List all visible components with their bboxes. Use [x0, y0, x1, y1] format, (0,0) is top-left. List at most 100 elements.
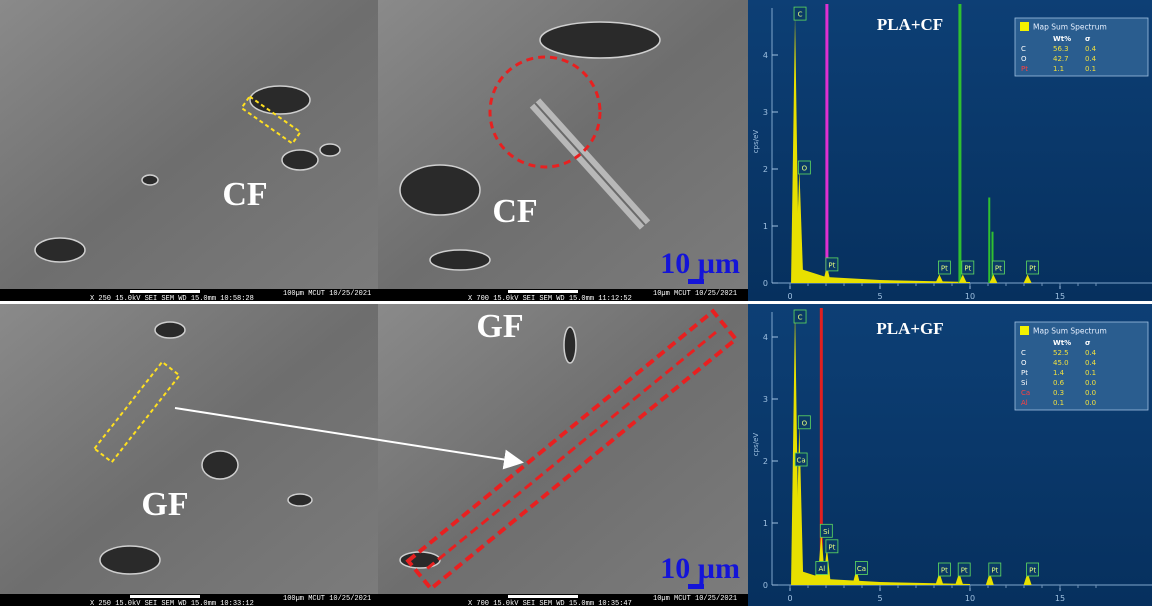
x-tick-label: 0 — [787, 594, 792, 603]
peak-label: Pt — [961, 567, 968, 575]
peak-label: Pt — [941, 265, 948, 273]
pore — [430, 250, 490, 270]
pore — [202, 451, 238, 479]
table-cell: Ca — [1021, 389, 1030, 397]
info-scale — [130, 595, 200, 598]
peak-label: Ca — [857, 565, 866, 573]
panels: CF 100µm MCUT 10/25/2021 X 250 15.0kV SEI … — [0, 0, 1152, 606]
y-tick-label: 1 — [763, 222, 768, 231]
spectrum-title: PLA+CF — [877, 15, 943, 34]
table-cell: 0.0 — [1085, 379, 1096, 387]
table-cell: 0.0 — [1085, 389, 1096, 397]
table-header: Wt% — [1053, 339, 1071, 347]
info-top: 10µm MCUT 10/25/2021 — [653, 290, 737, 298]
table-cell: 0.4 — [1085, 45, 1097, 53]
table-cell: O — [1021, 55, 1027, 63]
table-cell: Pt — [1021, 65, 1028, 73]
table-cell: 42.7 — [1053, 55, 1069, 63]
peak-label: Al — [818, 565, 825, 573]
peak-label: Pt — [1029, 265, 1036, 273]
y-tick-label: 0 — [763, 581, 768, 590]
table-cell: 0.0 — [1085, 399, 1096, 407]
peak-label: O — [802, 419, 808, 427]
image-label: CF — [222, 176, 267, 213]
y-tick-label: 2 — [763, 165, 768, 174]
table-header: σ — [1085, 339, 1091, 347]
peak-label: O — [802, 165, 808, 173]
legend-title: Map Sum Spectrum — [1033, 327, 1107, 336]
figure: CF 100µm MCUT 10/25/2021 X 250 15.0kV SEI … — [0, 0, 1152, 606]
table-cell: 56.3 — [1053, 45, 1069, 53]
peak-label: Pt — [964, 265, 971, 273]
y-tick-label: 1 — [763, 519, 768, 528]
pore — [564, 327, 576, 363]
image-label: GF — [141, 486, 188, 523]
y-tick-label: 3 — [763, 108, 768, 117]
table-cell: Pt — [1021, 369, 1028, 377]
y-tick-label: 4 — [763, 333, 768, 342]
pore — [400, 165, 480, 215]
y-tick-label: 2 — [763, 457, 768, 466]
table-cell: 0.4 — [1085, 359, 1097, 367]
scale-bar — [688, 584, 704, 589]
peak-label: Pt — [828, 543, 835, 551]
pore — [155, 322, 185, 338]
scale-bar-label: 10 µm — [660, 552, 740, 585]
image-label: GF — [476, 308, 523, 345]
peak-label: Ca — [797, 457, 806, 465]
pore — [282, 150, 318, 170]
table-cell: 0.4 — [1085, 55, 1097, 63]
table-cell: 1.1 — [1053, 65, 1064, 73]
pore — [288, 494, 312, 506]
peak-label: C — [798, 11, 803, 19]
peak-label: Pt — [941, 567, 948, 575]
peak-label: Pt — [828, 261, 835, 269]
table-header: σ — [1085, 35, 1091, 43]
y-tick-label: 0 — [763, 279, 768, 288]
pore — [142, 175, 158, 185]
info-top: 100µm MCUT 10/25/2021 — [283, 595, 371, 603]
table-cell: 0.1 — [1085, 369, 1096, 377]
x-tick-label: 15 — [1055, 594, 1065, 603]
y-axis-label: cps/eV — [752, 433, 760, 457]
info-bottom: X 250 15.0kV SEI SEM WD 15.0mm 10:33:12 — [90, 600, 254, 606]
table-cell: 0.6 — [1053, 379, 1065, 387]
pore — [540, 22, 660, 58]
table-cell: Al — [1021, 399, 1028, 407]
table-cell: 0.3 — [1053, 389, 1064, 397]
table-cell: Si — [1021, 379, 1027, 387]
table-cell: C — [1021, 349, 1026, 357]
pore — [100, 546, 160, 574]
info-scale — [508, 290, 578, 293]
sem-image — [0, 304, 378, 606]
x-tick-label: 10 — [965, 292, 975, 301]
table-cell: O — [1021, 359, 1027, 367]
peak-label: Pt — [991, 567, 998, 575]
peak-label: Pt — [995, 265, 1002, 273]
table-cell: 0.4 — [1085, 349, 1097, 357]
info-bottom: X 700 15.0kV SEI SEM WD 15.0mm 10:35:47 — [468, 600, 632, 606]
scale-bar — [688, 279, 704, 284]
pore — [35, 238, 85, 262]
info-bottom: X 250 15.0kV SEI SEM WD 15.0mm 10:58:28 — [90, 295, 254, 303]
spectrum-title: PLA+GF — [876, 319, 943, 338]
table-cell: 0.1 — [1053, 399, 1064, 407]
legend-swatch — [1020, 326, 1029, 335]
peak-label: Si — [823, 528, 829, 536]
x-tick-label: 10 — [965, 594, 975, 603]
x-tick-label: 15 — [1055, 292, 1065, 301]
pore — [320, 144, 340, 156]
y-tick-label: 4 — [763, 51, 768, 60]
table-header: Wt% — [1053, 35, 1071, 43]
peak-label: Pt — [1029, 567, 1036, 575]
legend-swatch — [1020, 22, 1029, 31]
x-tick-label: 5 — [877, 292, 882, 301]
info-scale — [508, 595, 578, 598]
table-cell: 45.0 — [1053, 359, 1069, 367]
x-tick-label: 5 — [877, 594, 882, 603]
table-cell: 52.5 — [1053, 349, 1069, 357]
info-scale — [130, 290, 200, 293]
legend-title: Map Sum Spectrum — [1033, 23, 1107, 32]
pore — [250, 86, 310, 114]
image-label: CF — [492, 193, 537, 230]
